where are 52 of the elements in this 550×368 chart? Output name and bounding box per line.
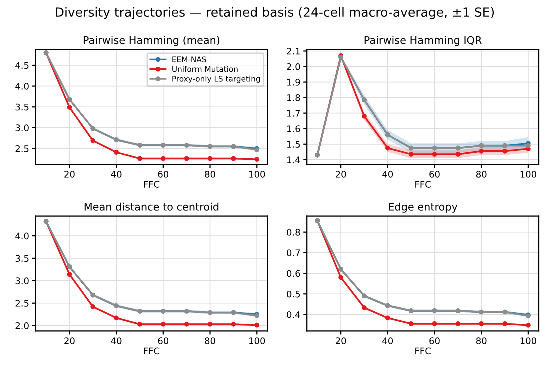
y-tick-label: 0.8 [287,229,300,236]
x-tick-label: 100 [520,338,536,344]
y-tick-label: 3.5 [16,104,29,111]
y-tick-label: 0.7 [287,250,300,257]
x-tick-label: 80 [476,170,487,178]
x-tick-label: 60 [430,338,440,344]
x-axis-title: FFC [416,348,431,355]
y-tick-label: 1.8 [287,94,300,102]
y-tick-label: 2.0 [287,63,300,70]
x-tick-label: 20 [336,338,346,344]
y-tick-label: 3.0 [16,278,29,284]
chart-title: Mean distance to centroid [84,202,219,211]
y-tick-label: 0.5 [287,290,300,298]
x-tick-label: 20 [64,338,75,344]
y-tick-label: 1.4 [287,156,300,164]
x-tick-label: 100 [249,338,266,344]
y-tick-label: 3.0 [16,124,29,132]
x-tick-label: 100 [520,170,536,178]
x-axis-title: FFC [416,181,431,188]
x-tick-label: 60 [430,170,440,178]
x-axis-title: FFC [144,181,160,188]
y-tick-label: 4.0 [16,83,29,90]
y-tick-label: 4.0 [16,232,29,240]
x-axis-title: FFC [144,348,160,355]
x-tick-label: 40 [382,170,394,178]
x-tick-label: 80 [205,338,216,344]
x-tick-label: 40 [382,338,394,344]
y-tick-label: 3.5 [16,255,29,262]
y-tick-label: 2.5 [16,145,29,152]
y-tick-label: 0.4 [287,311,300,318]
x-tick-label: 40 [111,170,122,178]
text: Diversity trajectories — retained basis (24-cell macro-average, ±1 SE) [56,7,494,20]
y-tick-label: 0.6 [287,270,300,278]
y-tick-label: 4.5 [16,62,29,70]
y-tick-label: 1.7 [287,110,300,117]
chart-title: Pairwise Hamming (mean) [84,36,220,46]
x-tick-label: 100 [249,170,266,178]
y-tick-label: 1.5 [287,141,300,148]
chart-title: Pairwise Hamming IQR [364,36,482,46]
y-tick-label: 2.1 [287,48,300,55]
chart-title: Edge entropy [389,202,458,213]
y-tick-label: 2.0 [16,322,29,330]
x-tick-label: 60 [158,338,169,344]
x-tick-label: 80 [476,338,487,344]
x-tick-label: 20 [64,170,75,178]
y-tick-label: 1.9 [287,79,300,86]
y-tick-label: 1.6 [287,126,300,132]
x-tick-label: 80 [205,170,216,178]
x-tick-label: 60 [158,170,169,178]
x-tick-label: 40 [111,338,122,344]
y-tick-label: 2.5 [16,300,29,307]
x-tick-label: 20 [336,170,346,178]
